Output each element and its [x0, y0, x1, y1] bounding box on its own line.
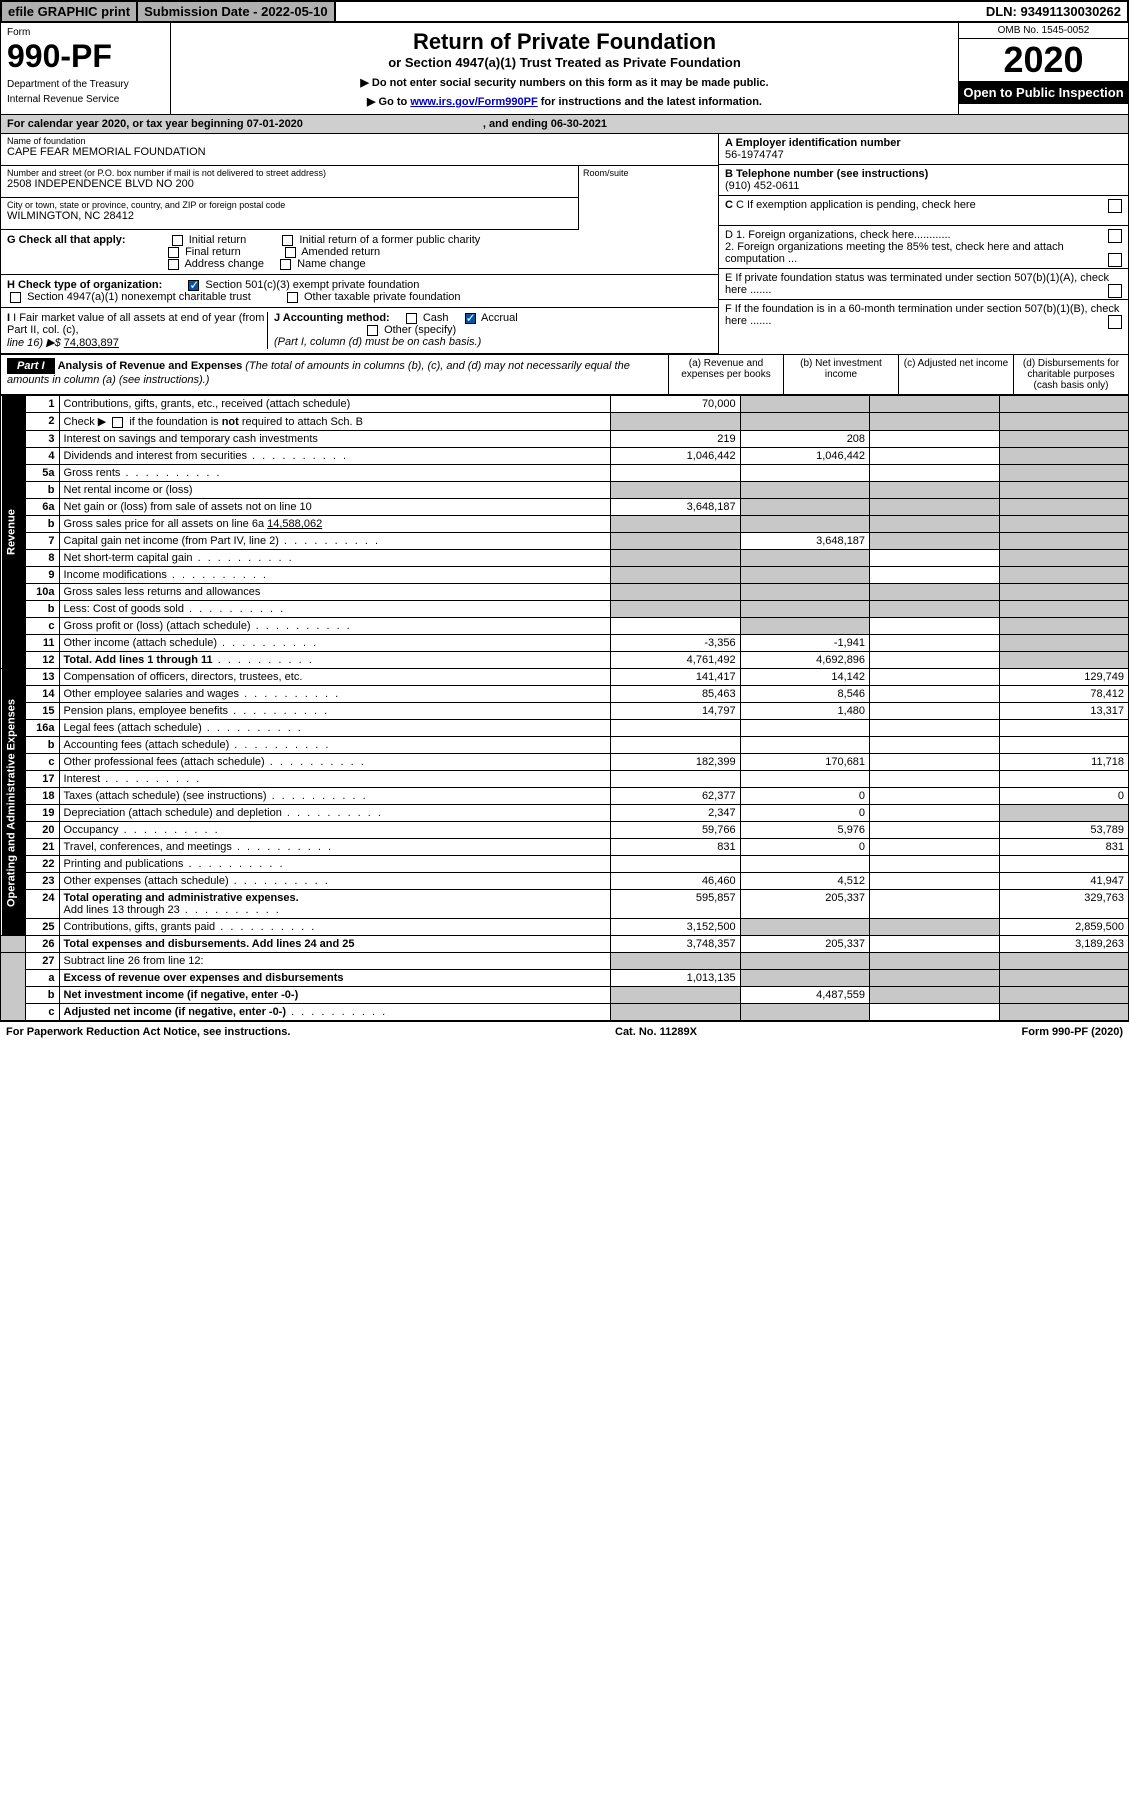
- c-label: C If exemption application is pending, c…: [736, 199, 976, 211]
- d1-label: D 1. Foreign organizations, check here..…: [725, 229, 951, 241]
- f-label: F If the foundation is in a 60-month ter…: [725, 303, 1119, 327]
- chk-4947[interactable]: [10, 292, 21, 303]
- room-suite-label: Room/suite: [578, 166, 718, 230]
- e-label: E If private foundation status was termi…: [725, 272, 1109, 296]
- form-number: 990-PF: [7, 38, 164, 75]
- part1-table: Revenue 1Contributions, gifts, grants, e…: [0, 395, 1129, 1021]
- col-b-header: (b) Net investment income: [783, 355, 898, 394]
- chk-amended-return[interactable]: [285, 247, 296, 258]
- paperwork-notice: For Paperwork Reduction Act Notice, see …: [6, 1026, 290, 1038]
- g-checkboxes: G Check all that apply: Initial return I…: [1, 230, 718, 275]
- irs-link[interactable]: www.irs.gov/Form990PF: [410, 96, 537, 108]
- addr-label: Number and street (or P.O. box number if…: [7, 168, 572, 178]
- revenue-side-label: Revenue: [1, 396, 26, 669]
- form-title: Return of Private Foundation: [177, 29, 952, 55]
- chk-c[interactable]: [1108, 199, 1122, 213]
- ein-label: A Employer identification number: [725, 137, 901, 149]
- efile-print-button[interactable]: efile GRAPHIC print: [2, 2, 138, 21]
- foundation-name: CAPE FEAR MEMORIAL FOUNDATION: [7, 146, 712, 158]
- chk-schb[interactable]: [112, 417, 123, 428]
- chk-d2[interactable]: [1108, 253, 1122, 267]
- chk-initial-return[interactable]: [172, 235, 183, 246]
- open-public-badge: Open to Public Inspection: [959, 81, 1128, 104]
- d2-label: 2. Foreign organizations meeting the 85%…: [725, 241, 1064, 265]
- col-a-header: (a) Revenue and expenses per books: [668, 355, 783, 394]
- form-subtitle: or Section 4947(a)(1) Trust Treated as P…: [177, 55, 952, 70]
- entity-info-grid: Name of foundation CAPE FEAR MEMORIAL FO…: [0, 134, 1129, 354]
- fmv-value: 74,803,897: [64, 337, 119, 349]
- city-label: City or town, state or province, country…: [7, 200, 572, 210]
- chk-name-change[interactable]: [280, 259, 291, 270]
- chk-cash[interactable]: [406, 313, 417, 324]
- form-label: Form: [7, 27, 164, 38]
- j-note: (Part I, column (d) must be on cash basi…: [274, 336, 481, 348]
- chk-other-method[interactable]: [367, 325, 378, 336]
- part1-title: Analysis of Revenue and Expenses: [58, 360, 243, 372]
- form-ref: Form 990-PF (2020): [1022, 1026, 1123, 1038]
- dept-treasury: Department of the Treasury: [7, 79, 164, 90]
- ssn-warning: ▶ Do not enter social security numbers o…: [177, 76, 952, 89]
- chk-d1[interactable]: [1108, 229, 1122, 243]
- ein-value: 56-1974747: [725, 149, 784, 161]
- goto-note: ▶ Go to www.irs.gov/Form990PF for instru…: [177, 95, 952, 108]
- top-bar: efile GRAPHIC print Submission Date - 20…: [0, 0, 1129, 23]
- omb-number: OMB No. 1545-0052: [959, 23, 1128, 39]
- chk-initial-former[interactable]: [282, 235, 293, 246]
- dln-number: DLN: 93491130030262: [980, 2, 1127, 21]
- name-label: Name of foundation: [7, 136, 712, 146]
- calendar-year-row: For calendar year 2020, or tax year begi…: [0, 115, 1129, 134]
- cat-number: Cat. No. 11289X: [615, 1026, 697, 1038]
- col-c-header: (c) Adjusted net income: [898, 355, 1013, 394]
- street-address: 2508 INDEPENDENCE BLVD NO 200: [7, 178, 572, 190]
- page-footer: For Paperwork Reduction Act Notice, see …: [0, 1021, 1129, 1042]
- dept-irs: Internal Revenue Service: [7, 94, 164, 105]
- chk-f[interactable]: [1108, 315, 1122, 329]
- part1-badge: Part I: [7, 358, 55, 374]
- chk-501c3[interactable]: [188, 280, 199, 291]
- phone-value: (910) 452-0611: [725, 180, 799, 192]
- submission-date: Submission Date - 2022-05-10: [138, 2, 336, 21]
- part1-header-row: Part I Analysis of Revenue and Expenses …: [0, 354, 1129, 395]
- chk-e[interactable]: [1108, 284, 1122, 298]
- city-state-zip: WILMINGTON, NC 28412: [7, 210, 572, 222]
- phone-label: B Telephone number (see instructions): [725, 168, 928, 180]
- expenses-side-label: Operating and Administrative Expenses: [1, 669, 26, 936]
- chk-accrual[interactable]: [465, 313, 476, 324]
- form-header: Form 990-PF Department of the Treasury I…: [0, 23, 1129, 115]
- chk-address-change[interactable]: [168, 259, 179, 270]
- h-org-type: H Check type of organization: Section 50…: [1, 275, 718, 308]
- col-d-header: (d) Disbursements for charitable purpose…: [1013, 355, 1128, 394]
- i-j-row: I I Fair market value of all assets at e…: [1, 308, 718, 354]
- chk-final-return[interactable]: [168, 247, 179, 258]
- tax-year: 2020: [959, 39, 1128, 81]
- chk-other-taxable[interactable]: [287, 292, 298, 303]
